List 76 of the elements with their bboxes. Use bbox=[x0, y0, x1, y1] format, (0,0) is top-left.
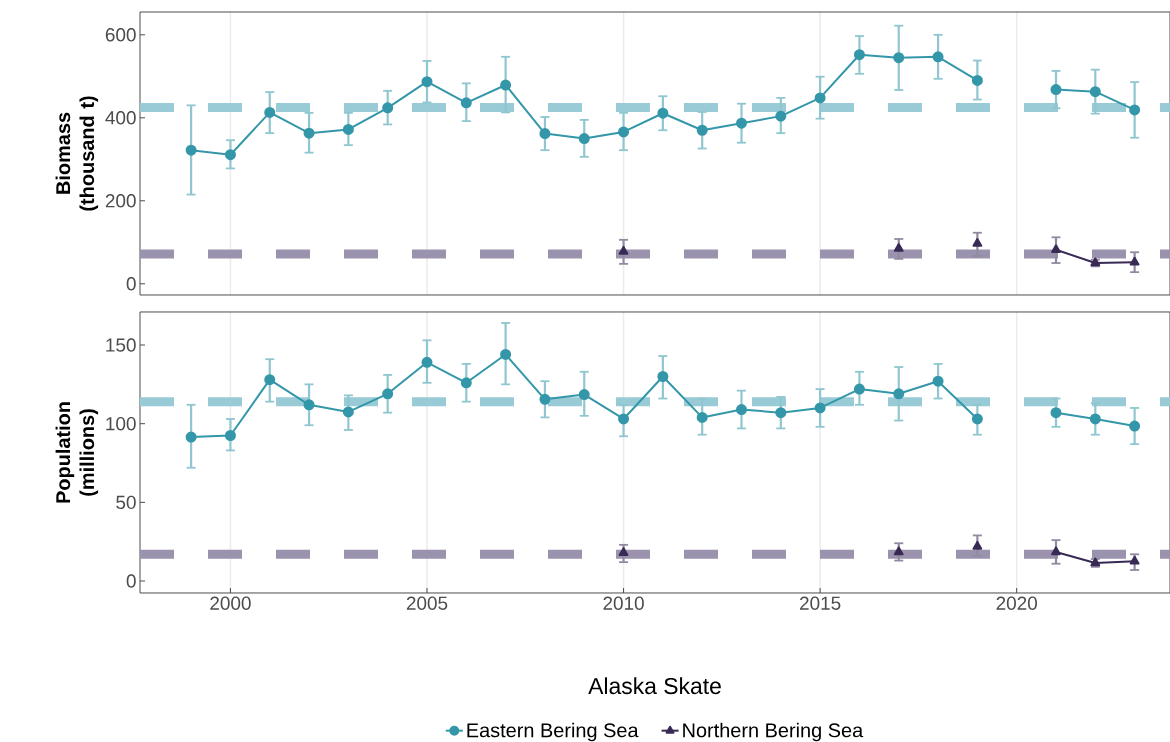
point bbox=[539, 393, 551, 405]
point bbox=[1129, 104, 1141, 116]
point bbox=[460, 377, 472, 389]
x-tick-label: 2005 bbox=[406, 596, 448, 610]
point bbox=[421, 356, 433, 368]
point bbox=[1129, 420, 1141, 432]
point bbox=[185, 431, 197, 443]
point bbox=[1050, 407, 1062, 419]
x-tick-label: 2000 bbox=[210, 596, 251, 610]
point bbox=[1129, 555, 1140, 565]
y-tick-label: 600 bbox=[105, 28, 136, 42]
point bbox=[342, 123, 354, 135]
point bbox=[853, 383, 865, 395]
point bbox=[775, 110, 787, 122]
legend-label: Northern Bering Sea bbox=[683, 722, 864, 742]
point bbox=[1089, 86, 1101, 98]
point bbox=[382, 388, 394, 400]
point bbox=[618, 245, 629, 255]
legend-label: Eastern Bering Sea bbox=[467, 722, 639, 742]
x-tick-label: 2020 bbox=[996, 596, 1037, 610]
point bbox=[303, 399, 315, 411]
point bbox=[853, 49, 865, 61]
point bbox=[657, 107, 669, 119]
y-tick-label: 0 bbox=[126, 277, 136, 291]
point bbox=[736, 404, 747, 416]
point bbox=[618, 126, 630, 138]
y-tick-label: 200 bbox=[105, 194, 136, 208]
point bbox=[185, 144, 197, 156]
point bbox=[972, 540, 983, 550]
point bbox=[1051, 546, 1061, 556]
point bbox=[578, 389, 590, 401]
point bbox=[696, 411, 708, 423]
point bbox=[303, 127, 315, 139]
point bbox=[932, 51, 944, 63]
point bbox=[264, 106, 276, 118]
y-tick-label: 0 bbox=[126, 574, 136, 588]
point bbox=[421, 76, 433, 88]
y-axis-title: Biomass (thousand t) bbox=[55, 96, 99, 211]
point bbox=[893, 388, 905, 400]
point bbox=[814, 402, 826, 414]
y-axis-title: Population (millions) bbox=[55, 402, 99, 503]
point bbox=[500, 79, 512, 91]
point bbox=[1051, 244, 1061, 253]
point bbox=[500, 348, 512, 360]
point bbox=[1129, 256, 1140, 266]
point bbox=[264, 374, 276, 386]
point bbox=[736, 117, 747, 129]
point bbox=[539, 128, 551, 140]
x-tick-label: 2010 bbox=[603, 596, 644, 610]
point bbox=[893, 243, 904, 252]
point bbox=[382, 102, 394, 114]
point bbox=[696, 124, 708, 136]
point bbox=[971, 413, 983, 425]
point bbox=[1089, 413, 1101, 425]
point bbox=[342, 406, 354, 418]
y-tick-label: 400 bbox=[105, 111, 136, 125]
point bbox=[1050, 84, 1062, 96]
x-tick-label: 2015 bbox=[800, 596, 841, 610]
point bbox=[814, 92, 826, 104]
y-tick-label: 150 bbox=[106, 338, 136, 352]
point bbox=[578, 133, 590, 145]
point bbox=[971, 74, 983, 86]
point bbox=[893, 546, 904, 556]
point bbox=[972, 238, 983, 247]
point bbox=[893, 52, 905, 64]
point bbox=[932, 375, 944, 387]
y-tick-label: 50 bbox=[116, 495, 136, 510]
y-tick-label: 100 bbox=[106, 416, 136, 431]
x-axis-title: Alaska Skate bbox=[588, 677, 721, 695]
point bbox=[775, 407, 787, 419]
point bbox=[657, 370, 669, 382]
point bbox=[224, 429, 236, 441]
point bbox=[618, 413, 630, 425]
point bbox=[224, 149, 236, 161]
point bbox=[618, 547, 629, 556]
point bbox=[460, 97, 472, 109]
